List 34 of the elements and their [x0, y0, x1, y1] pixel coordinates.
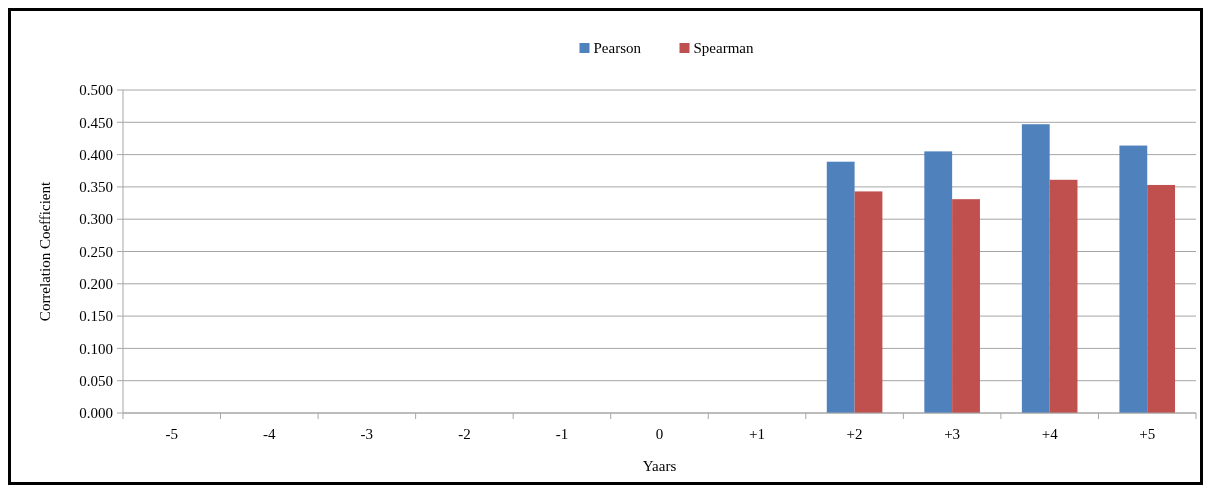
y-tick-label: 0.350	[79, 179, 113, 196]
x-tick-label: -1	[555, 426, 569, 442]
bar	[952, 199, 980, 413]
bar	[924, 151, 953, 413]
x-tick-label: -2	[458, 426, 471, 442]
x-tick-label: +5	[1139, 426, 1156, 442]
x-tick-label: +2	[846, 426, 863, 442]
x-tick-label: +3	[944, 426, 961, 442]
x-tick-label: +4	[1041, 426, 1059, 442]
bar	[1049, 179, 1078, 413]
x-tick-label: -4	[263, 426, 277, 442]
legend-label: Spearman	[693, 40, 754, 56]
y-axis-title: Correlation Coefficient	[37, 181, 53, 322]
y-tick-label: 0.200	[79, 276, 113, 293]
x-tick-label: 0	[655, 426, 664, 442]
y-tick-label: 0.250	[79, 243, 113, 260]
y-tick-label: 0.050	[79, 372, 113, 389]
y-tick-label: 0.100	[79, 340, 113, 357]
x-tick-label: +1	[749, 426, 766, 442]
bar	[826, 161, 855, 413]
y-tick-label: 0.150	[79, 308, 113, 325]
x-tick-label: -5	[165, 426, 179, 442]
y-tick-label: 0.500	[79, 82, 113, 99]
bar	[1147, 184, 1176, 413]
bar	[854, 191, 883, 413]
bar	[1021, 124, 1050, 413]
bar	[1119, 145, 1148, 413]
legend-label: Pearson	[593, 40, 642, 56]
y-tick-label: 0.300	[79, 211, 113, 228]
y-tick-label: 0.000	[79, 405, 113, 422]
y-tick-label: 0.400	[79, 146, 113, 163]
x-axis-title: Yaars	[642, 458, 677, 474]
x-tick-label: -3	[360, 426, 374, 442]
y-tick-label: 0.450	[79, 114, 113, 131]
